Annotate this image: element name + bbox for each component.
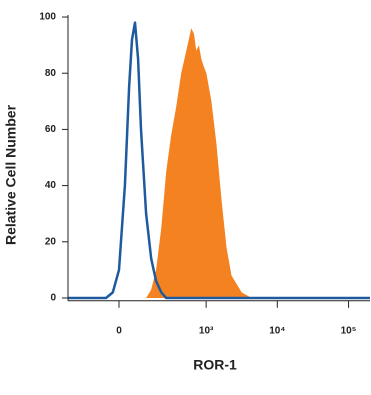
- x-tick-label: 10⁵: [341, 325, 357, 336]
- histogram-line: [68, 21, 370, 300]
- y-tick-label: 60: [45, 124, 57, 135]
- x-axis-title: ROR-1: [193, 357, 237, 373]
- y-axis-title: Relative Cell Number: [3, 104, 19, 245]
- x-tick-label: 10⁴: [269, 325, 285, 336]
- y-tick-label: 20: [45, 236, 57, 247]
- histogram-area: [68, 28, 370, 299]
- y-tick-label: 80: [45, 68, 57, 79]
- y-tick-label: 100: [39, 12, 56, 23]
- y-tick-label: 0: [50, 293, 56, 304]
- x-tick-label: 10³: [199, 325, 214, 336]
- x-tick-label: 0: [116, 325, 122, 336]
- y-tick-label: 40: [45, 180, 57, 191]
